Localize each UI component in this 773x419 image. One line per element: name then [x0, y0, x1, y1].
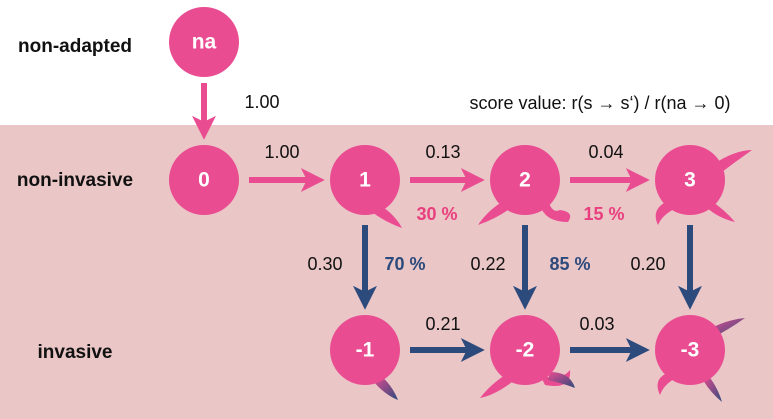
percentage: 85 % [549, 254, 590, 274]
edge-label: 0.03 [579, 314, 614, 334]
edge-label: 0.30 [307, 254, 342, 274]
node [490, 315, 560, 385]
node-label: 3 [684, 169, 696, 192]
score-note: score value: r(s → s‘) / r(na → 0) [469, 93, 730, 113]
edge-label: 0.22 [470, 254, 505, 274]
node-label: -3 [681, 339, 700, 362]
percentage: 15 % [583, 204, 624, 224]
node-label: 0 [198, 169, 210, 192]
edge-label: 0.13 [425, 142, 460, 162]
percentage: 30 % [416, 204, 457, 224]
node [330, 145, 400, 215]
node [169, 7, 239, 77]
node [655, 145, 725, 215]
node [169, 145, 239, 215]
edge-label: 0.21 [425, 314, 460, 334]
node-label: -1 [356, 339, 375, 362]
node-label: 2 [519, 169, 531, 192]
row-label: non-adapted [18, 36, 132, 57]
percentage: 70 % [384, 254, 425, 274]
edge-label: 0.04 [588, 142, 623, 162]
node-label: -2 [516, 339, 535, 362]
row-label: invasive [38, 342, 113, 363]
node [490, 145, 560, 215]
edge-label: 0.20 [630, 254, 665, 274]
row-label: non-invasive [17, 170, 133, 191]
edge-label: 1.00 [244, 92, 279, 112]
node-label: 1 [359, 169, 371, 192]
node [655, 315, 725, 385]
node-label: na [192, 31, 217, 54]
edge-label: 1.00 [264, 142, 299, 162]
node [330, 315, 400, 385]
